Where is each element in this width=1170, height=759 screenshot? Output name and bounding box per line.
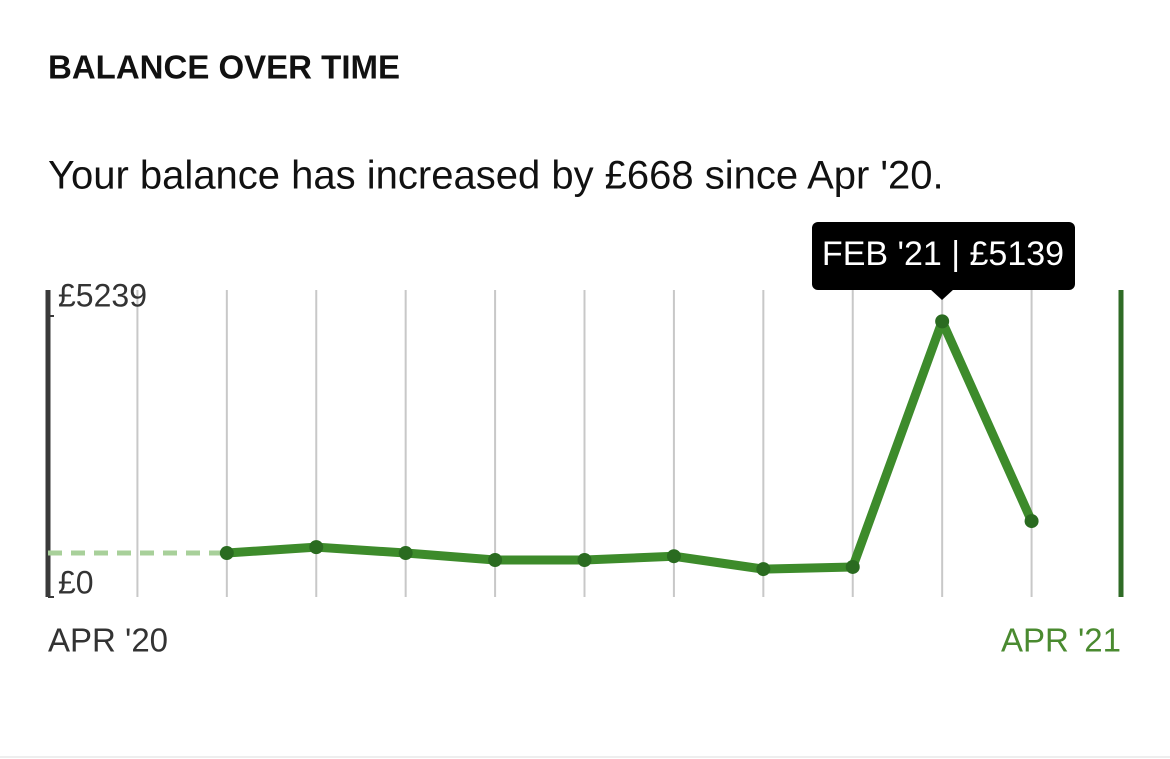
data-point bbox=[756, 562, 771, 577]
data-point bbox=[577, 552, 592, 567]
data-point bbox=[309, 540, 324, 555]
data-point bbox=[935, 314, 950, 329]
tooltip-text: FEB '21 | £5139 bbox=[822, 235, 1064, 273]
x-tick-label: APR '21 bbox=[1001, 622, 1121, 659]
balance-line bbox=[222, 316, 1037, 574]
data-point bbox=[488, 552, 503, 567]
data-point bbox=[666, 549, 681, 564]
data-point bbox=[1024, 514, 1039, 529]
tooltip-box bbox=[812, 222, 1075, 290]
y-tick-label: £5239 bbox=[58, 277, 147, 313]
tooltip: FEB '21 | £5139 bbox=[812, 222, 1075, 300]
tooltip-pointer bbox=[930, 289, 954, 300]
y-tick-label: £0 bbox=[58, 564, 94, 600]
data-point bbox=[845, 559, 860, 574]
chart: £0 £5239 APR '20 APR '21 bbox=[45, 277, 1124, 659]
data-point bbox=[219, 546, 234, 561]
summary: Your balance has increased by £668 since… bbox=[48, 154, 944, 198]
data-point bbox=[398, 546, 413, 561]
card-title: BALANCE OVER TIME bbox=[48, 49, 400, 86]
x-tick-label: APR '20 bbox=[48, 622, 168, 659]
